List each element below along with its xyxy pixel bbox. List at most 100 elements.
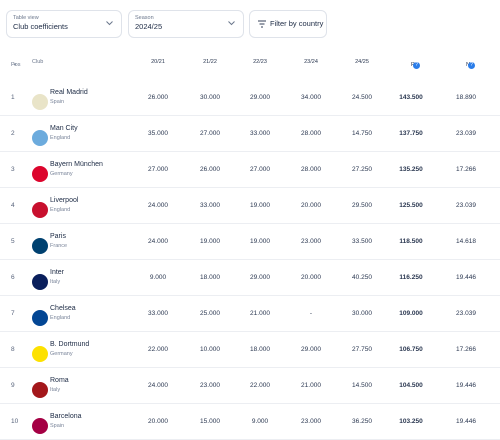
- season-points: 29.500: [352, 202, 372, 209]
- table-view-dropdown[interactable]: Table view Club coefficients: [6, 10, 122, 38]
- club-country: England: [50, 315, 71, 321]
- association-coefficient: 23.039: [456, 310, 476, 317]
- association-coefficient: 18.890: [456, 94, 476, 101]
- club-name[interactable]: Inter: [50, 269, 65, 276]
- season-label: Season: [135, 15, 154, 21]
- club-logo-icon: [32, 274, 48, 290]
- season-points: -: [309, 310, 313, 317]
- table-row[interactable]: 2 Man City England 35.000 27.000 33.000 28.000…: [0, 116, 500, 152]
- season-points: 27.000: [148, 166, 168, 173]
- total-points: 135.250: [399, 166, 423, 173]
- club-logo-icon: [32, 130, 48, 146]
- club-logo-icon: [32, 202, 48, 218]
- season-points: 19.000: [250, 202, 270, 209]
- club-name[interactable]: Paris: [50, 233, 66, 240]
- season-points: 28.000: [301, 130, 321, 137]
- club-country: Italy: [50, 387, 61, 393]
- table-row[interactable]: 10 Barcelona Spain 20.000 15.000 9.000 23.000 3…: [0, 404, 500, 440]
- total-points: 106.750: [399, 346, 423, 353]
- rank: 4: [11, 202, 15, 209]
- table-row[interactable]: 9 Roma Italy 24.000 23.000 22.000 21.000 14.500…: [0, 368, 500, 404]
- club-name[interactable]: B. Dortmund: [50, 341, 90, 348]
- header-season-3: 22/23: [253, 59, 267, 65]
- table-row[interactable]: 5 Paris France 24.000 19.000 19.000 23.000 33.5…: [0, 224, 500, 260]
- season-points: 23.000: [301, 418, 321, 425]
- season-points: 26.000: [200, 166, 220, 173]
- table-row[interactable]: 6 Inter Italy 9.000 18.000 29.000 20.000 40.250…: [0, 260, 500, 296]
- association-coefficient: 23.039: [456, 130, 476, 137]
- season-points: 9.000: [149, 274, 167, 281]
- club-logo-icon: [32, 94, 48, 110]
- season-points: 27.000: [200, 130, 220, 137]
- club-name[interactable]: Barcelona: [50, 413, 82, 420]
- season-points: 22.000: [250, 382, 270, 389]
- table-view-value: Club coefficients: [13, 22, 68, 31]
- info-icon[interactable]: ?: [413, 62, 420, 69]
- club-name[interactable]: Real Madrid: [50, 89, 88, 96]
- total-points: 125.500: [399, 202, 423, 209]
- table-row[interactable]: 1 Real Madrid Spain 26.000 30.000 29.000 34.00…: [0, 80, 500, 116]
- rank: 6: [11, 274, 15, 281]
- season-points: 33.000: [200, 202, 220, 209]
- header-season-5: 24/25: [355, 59, 369, 65]
- season-value: 2024/25: [135, 22, 163, 31]
- club-logo-icon: [32, 382, 48, 398]
- season-points: 15.000: [200, 418, 220, 425]
- rank: 3: [11, 166, 15, 173]
- season-points: 27.750: [352, 346, 372, 353]
- season-points: 20.000: [301, 202, 321, 209]
- club-country: England: [50, 207, 71, 213]
- season-points: 33.000: [148, 310, 168, 317]
- club-name[interactable]: Liverpool: [50, 197, 79, 204]
- club-name[interactable]: Roma: [50, 377, 69, 384]
- season-points: 27.250: [352, 166, 372, 173]
- club-logo-icon: [32, 310, 48, 326]
- rank: 1: [11, 94, 15, 101]
- table-row[interactable]: 3 Bayern München Germany 27.000 26.000 27.000…: [0, 152, 500, 188]
- season-points: 30.000: [200, 94, 220, 101]
- season-points: 33.000: [250, 130, 270, 137]
- table-row[interactable]: 8 B. Dortmund Germany 22.000 10.000 18.000 29.…: [0, 332, 500, 368]
- season-points: 33.500: [352, 238, 372, 245]
- table-row[interactable]: 4 Liverpool England 24.000 33.000 19.000 20.00…: [0, 188, 500, 224]
- club-name[interactable]: Man City: [50, 125, 78, 132]
- club-country: Germany: [50, 351, 73, 357]
- season-points: 23.000: [200, 382, 220, 389]
- season-points: 40.250: [352, 274, 372, 281]
- chevron-down-icon: [106, 21, 113, 26]
- season-points: 14.500: [352, 382, 372, 389]
- club-table: 1 Real Madrid Spain 26.000 30.000 29.000 34.00…: [0, 80, 500, 440]
- season-points: 18.000: [200, 274, 220, 281]
- club-country: Spain: [50, 423, 65, 429]
- table-row[interactable]: 7 Chelsea England 33.000 25.000 21.000 - 30.000…: [0, 296, 500, 332]
- info-icon[interactable]: ?: [468, 62, 475, 69]
- total-points: 104.500: [399, 382, 423, 389]
- season-dropdown[interactable]: Season 2024/25: [128, 10, 244, 38]
- total-points: 143.500: [399, 94, 423, 101]
- table-view-label: Table view: [13, 15, 39, 21]
- season-points: 30.000: [352, 310, 372, 317]
- season-points: 24.500: [352, 94, 372, 101]
- season-points: 23.000: [301, 238, 321, 245]
- season-points: 19.000: [250, 238, 270, 245]
- association-coefficient: 23.039: [456, 202, 476, 209]
- season-points: 19.000: [200, 238, 220, 245]
- rank: 10: [11, 418, 19, 425]
- season-points: 21.000: [301, 382, 321, 389]
- club-country: Germany: [50, 171, 73, 177]
- rank: 2: [11, 130, 15, 137]
- season-points: 29.000: [250, 274, 270, 281]
- club-name[interactable]: Chelsea: [50, 305, 76, 312]
- header-club: Club: [32, 59, 44, 65]
- club-name[interactable]: Bayern München: [50, 161, 103, 168]
- filter-by-country-label: Filter by country: [270, 19, 324, 28]
- chevron-down-icon: [228, 21, 235, 26]
- season-points: 18.000: [250, 346, 270, 353]
- header-pos-label: Pos: [11, 62, 21, 68]
- season-points: 20.000: [301, 274, 321, 281]
- season-points: 27.000: [250, 166, 270, 173]
- header-season-2: 21/22: [203, 59, 217, 65]
- season-points: 24.000: [148, 202, 168, 209]
- filter-by-country-button[interactable]: Filter by country: [249, 10, 327, 38]
- rank: 7: [11, 310, 15, 317]
